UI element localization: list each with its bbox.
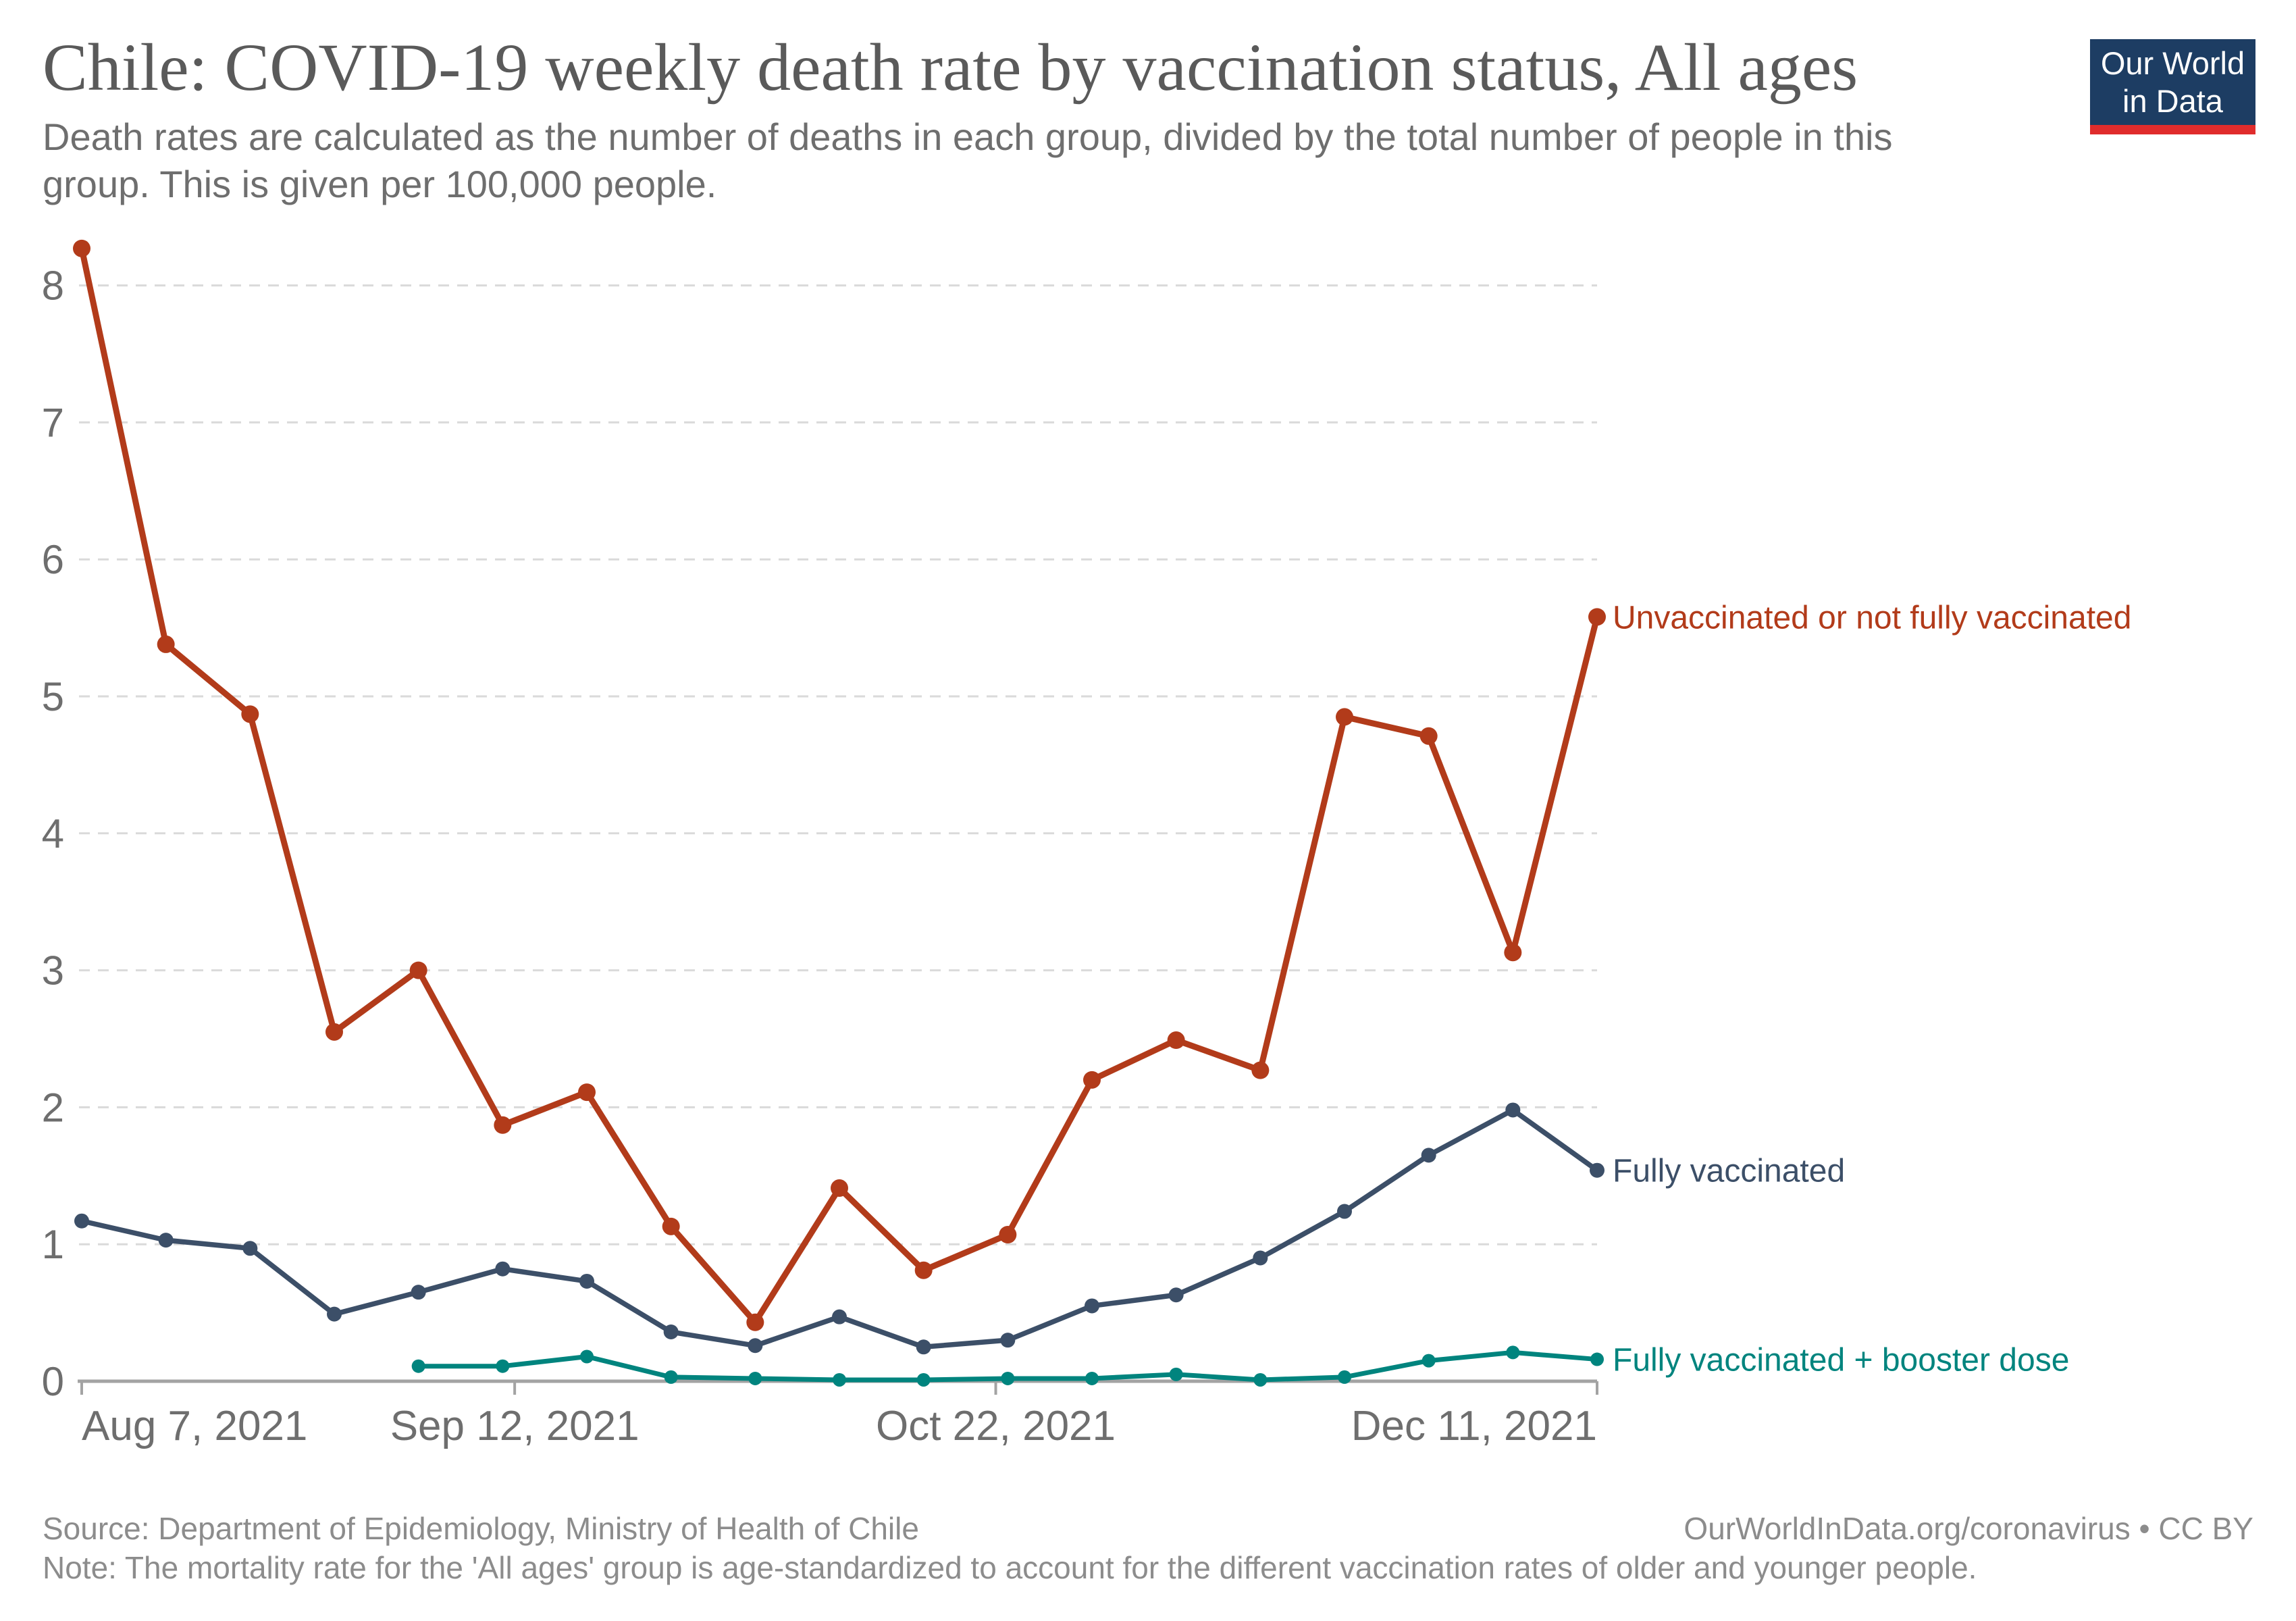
series-1-point-8 [748, 1338, 763, 1354]
series-1-point-15 [1337, 1204, 1352, 1219]
series-0-point-16 [1419, 727, 1438, 745]
series-0-point-4 [409, 961, 427, 979]
series-0-point-18 [1588, 608, 1606, 626]
series-2-point-0 [411, 1359, 425, 1373]
series-0-point-10 [914, 1261, 933, 1279]
series-2-point-8 [1085, 1371, 1099, 1385]
series-1-point-1 [158, 1233, 174, 1248]
owid-credit-link[interactable]: OurWorldInData.org/coronavirus • CC BY [1684, 1511, 2253, 1546]
source-note: Source: Department of Epidemiology, Mini… [43, 1511, 919, 1546]
series-1-point-14 [1253, 1250, 1268, 1266]
series-0-point-14 [1251, 1061, 1270, 1079]
series-1-point-18 [1590, 1162, 1604, 1178]
series-2-point-6 [916, 1372, 931, 1387]
x-axis-tick-label-1: Sep 12, 2021 [390, 1403, 640, 1449]
series-2-point-14 [1590, 1352, 1604, 1366]
series-0-point-11 [999, 1226, 1017, 1244]
owid-logo-text-line2: in Data [2122, 82, 2223, 119]
y-axis-tick-label-0: 0 [42, 1359, 64, 1404]
series-1-point-17 [1505, 1102, 1521, 1118]
series-1-point-6 [579, 1273, 594, 1289]
series-1-point-2 [242, 1241, 258, 1256]
series-1-point-4 [411, 1285, 426, 1300]
y-axis-tick-label-8: 8 [42, 263, 64, 309]
series-1-point-12 [1085, 1298, 1099, 1314]
series-1-point-11 [1000, 1333, 1016, 1348]
series-2-point-12 [1421, 1354, 1436, 1368]
series-1-point-0 [74, 1213, 89, 1229]
footnote: Note: The mortality rate for the 'All ag… [43, 1550, 1977, 1585]
series-2-point-10 [1253, 1372, 1268, 1387]
page-subtitle: Death rates are calculated as the number… [43, 115, 1893, 205]
series-0-point-0 [73, 239, 90, 257]
series-legend-label-2[interactable]: Fully vaccinated + booster dose [1613, 1343, 2069, 1379]
y-axis-tick-label-2: 2 [42, 1085, 64, 1130]
x-axis-tick-label-2: Oct 22, 2021 [876, 1403, 1116, 1449]
series-0-point-12 [1083, 1071, 1101, 1089]
series-0-point-5 [494, 1116, 512, 1134]
series-2-point-2 [580, 1349, 594, 1364]
series-0-point-7 [662, 1217, 680, 1235]
series-1-point-9 [832, 1309, 847, 1324]
series-1-point-5 [495, 1261, 511, 1277]
series-0-point-6 [578, 1083, 596, 1102]
series-legend-label-0[interactable]: Unvaccinated or not fully vaccinated [1613, 600, 2131, 636]
y-axis-tick-label-5: 5 [42, 674, 64, 719]
owid-logo: Our World in Data [2090, 39, 2255, 134]
y-axis-tick-label-4: 4 [42, 811, 64, 856]
series-2-point-1 [496, 1359, 510, 1373]
series-2-point-13 [1506, 1345, 1520, 1360]
y-axis-tick-label-1: 1 [42, 1222, 64, 1267]
y-axis-tick-label-3: 3 [42, 948, 64, 994]
series-1-point-16 [1421, 1148, 1436, 1163]
series-2-point-11 [1338, 1370, 1351, 1384]
chart-footer: Source: Department of Epidemiology, Mini… [43, 1509, 2253, 1587]
y-axis-tick-label-7: 7 [42, 400, 64, 445]
series-legend-label-1[interactable]: Fully vaccinated [1613, 1154, 1845, 1189]
series-1-point-13 [1168, 1287, 1184, 1303]
x-axis-tick-label-3: Dec 11, 2021 [1351, 1403, 1597, 1449]
series-0-point-1 [157, 635, 175, 653]
owid-logo-text-line1: Our World [2100, 45, 2245, 81]
series-0-point-9 [831, 1179, 848, 1198]
series-1-point-3 [327, 1306, 342, 1322]
series-2-point-4 [748, 1371, 762, 1385]
series-0-point-17 [1504, 944, 1522, 962]
series-0-point-15 [1336, 708, 1353, 726]
series-2-point-5 [833, 1372, 846, 1387]
series-1-point-7 [663, 1324, 679, 1339]
series-0-point-8 [746, 1313, 764, 1331]
series-2-point-9 [1169, 1367, 1183, 1381]
series-2-point-7 [1001, 1371, 1015, 1385]
page-title: Chile: COVID-19 weekly death rate by vac… [43, 30, 1858, 105]
series-2-point-3 [664, 1370, 678, 1384]
series-line-0 [78, 245, 1600, 1326]
series-0-point-3 [325, 1023, 343, 1041]
y-axis-tick-label-6: 6 [42, 537, 64, 582]
series-1-point-10 [916, 1339, 931, 1355]
series-0-point-13 [1167, 1031, 1185, 1050]
x-axis-tick-label-0: Aug 7, 2021 [82, 1403, 307, 1449]
series-0-point-2 [241, 705, 259, 723]
